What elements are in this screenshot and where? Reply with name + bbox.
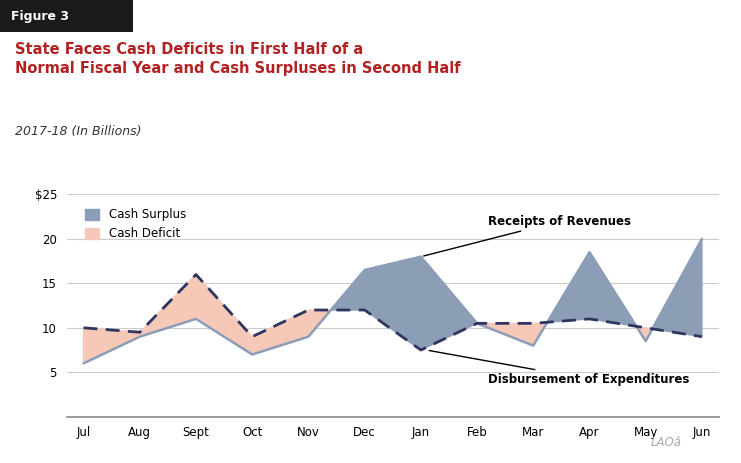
Text: Figure 3: Figure 3 (10, 10, 69, 23)
Text: Receipts of Revenues: Receipts of Revenues (424, 215, 631, 256)
Text: State Faces Cash Deficits in First Half of a
Normal Fiscal Year and Cash Surplus: State Faces Cash Deficits in First Half … (15, 42, 460, 76)
Text: LAOâ: LAOâ (651, 436, 682, 449)
Legend: Cash Surplus, Cash Deficit: Cash Surplus, Cash Deficit (79, 203, 192, 246)
Text: 2017-18 (In Billions): 2017-18 (In Billions) (15, 125, 142, 138)
Text: Disbursement of Expenditures: Disbursement of Expenditures (429, 350, 690, 386)
